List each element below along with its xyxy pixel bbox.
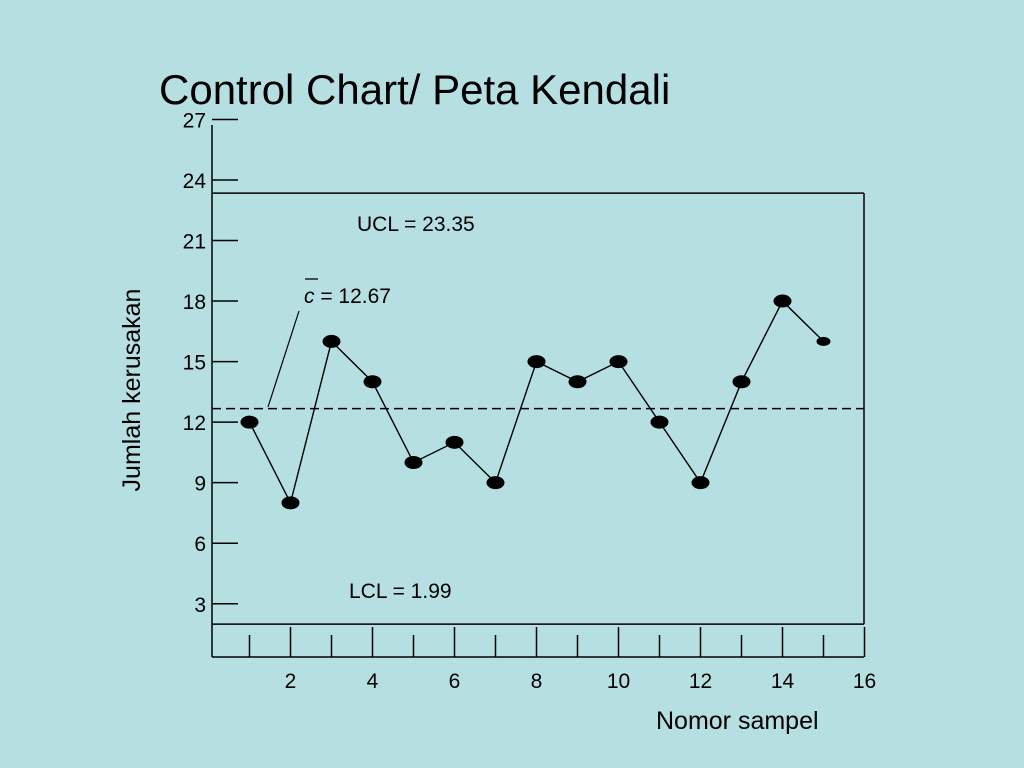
y-tick-label-21: 21 — [183, 231, 206, 254]
y-tick-label-3: 3 — [194, 594, 206, 617]
x-tick-label-6: 6 — [449, 670, 461, 693]
x-tick-label-4: 4 — [367, 670, 379, 693]
center-line-leader — [267, 310, 300, 408]
data-point-4 — [363, 375, 382, 389]
data-point-5 — [404, 456, 423, 469]
x-tick-label-8: 8 — [531, 670, 543, 693]
x-tick-label-2: 2 — [285, 670, 297, 693]
data-point-8 — [527, 355, 546, 369]
y-axis-label: Jumlah kerusakan — [118, 289, 146, 492]
y-axis-ticks: 3 6 9 12 15 18 21 24 27 — [183, 109, 238, 617]
y-tick-label-6: 6 — [194, 533, 206, 556]
data-point-11 — [650, 415, 669, 429]
data-series — [240, 294, 831, 510]
y-tick-label-27: 27 — [183, 109, 206, 132]
control-limits — [212, 192, 865, 625]
x-tick-label-16: 16 — [853, 670, 876, 693]
data-point-1 — [240, 415, 259, 429]
x-tick-label-10: 10 — [607, 670, 630, 693]
y-tick-label-18: 18 — [183, 291, 206, 314]
y-tick-label-15: 15 — [183, 352, 206, 375]
data-point-7 — [486, 476, 505, 490]
data-point-6 — [445, 435, 464, 449]
center-line-label: c = 12.67 — [267, 278, 391, 408]
data-point-9 — [568, 375, 587, 389]
data-point-10 — [609, 355, 628, 369]
data-point-12 — [691, 476, 710, 490]
data-point-2 — [281, 496, 300, 510]
x-tick-label-14: 14 — [771, 670, 795, 693]
lcl-label: LCL = 1.99 — [349, 580, 452, 603]
data-point-13 — [732, 375, 751, 389]
data-point-15 — [816, 336, 831, 346]
ucl-label: UCL = 23.35 — [357, 213, 475, 236]
data-point-3 — [322, 334, 341, 348]
y-tick-label-12: 12 — [183, 412, 206, 435]
x-axis-ticks: 2 4 6 8 10 12 14 16 — [248, 627, 876, 693]
center-line-value: = 12.67 — [315, 285, 391, 308]
y-tick-label-24: 24 — [183, 170, 207, 193]
svg-text:c = 12.67: c = 12.67 — [304, 285, 391, 308]
chart-title: Control Chart/ Peta Kendali — [159, 66, 671, 113]
x-tick-label-12: 12 — [689, 670, 712, 693]
series-line — [248, 299, 824, 505]
y-tick-label-9: 9 — [194, 473, 206, 496]
x-axis-label: Nomor sampel — [656, 707, 819, 735]
center-line-symbol: c — [304, 285, 315, 308]
data-point-14 — [773, 294, 792, 308]
axes — [211, 125, 864, 658]
